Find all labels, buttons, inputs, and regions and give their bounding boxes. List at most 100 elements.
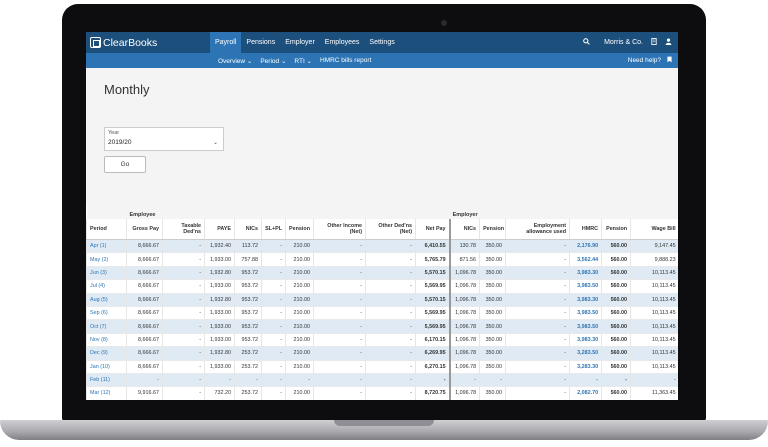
table-cell: - [313, 333, 366, 348]
table-cell: - [505, 386, 570, 400]
table-cell: 210.00 [285, 319, 314, 334]
column-header[interactable]: Employment allowance used [505, 219, 570, 240]
user-icon[interactable] [665, 38, 672, 47]
hmrc-link[interactable]: 3,983.50 [569, 306, 602, 321]
period-link[interactable]: Sep (6) [86, 306, 127, 321]
table-cell: 8,666.67 [126, 252, 163, 267]
table-cell: 560.00 [601, 293, 631, 307]
app-logo[interactable]: ClearBooks [86, 37, 210, 49]
nav-item-pensions[interactable]: Pensions [246, 39, 276, 46]
payroll-table: Employee Employer Period Gross Pay Taxable… [86, 204, 678, 400]
nav-item-employees[interactable]: Employees [324, 39, 360, 46]
column-header[interactable]: Pension [479, 219, 506, 240]
hmrc-link[interactable]: 3,562.44 [569, 252, 602, 267]
column-header[interactable]: NICs [448, 219, 480, 240]
period-link[interactable]: Dec (9) [86, 346, 127, 361]
year-select[interactable]: Year 2019/20 ⌄ [104, 127, 224, 151]
column-header[interactable]: Period [86, 219, 127, 240]
table-cell: 1,096.78 [448, 319, 480, 334]
payroll-table-wrap: Employee Employer Period Gross Pay Taxable… [86, 204, 678, 400]
period-link[interactable]: Jul (4) [86, 279, 127, 294]
camera-dot [441, 20, 447, 26]
table-cell: - [365, 360, 416, 374]
column-header[interactable]: Pension [285, 219, 314, 240]
column-header[interactable]: Other Ded'ns (Net) [365, 219, 416, 240]
table-cell: 871.56 [448, 252, 480, 267]
period-link[interactable]: May (2) [86, 252, 127, 267]
subnav-item[interactable]: RTI ⌄ [294, 57, 312, 65]
hmrc-link[interactable]: 3,983.30 [569, 333, 602, 348]
hmrc-link[interactable]: 3,283.30 [569, 360, 602, 374]
table-row: Mar (12) 9,916.67-732.20 253.72-210.00- -8,… [86, 386, 678, 400]
period-link[interactable]: Feb (11) [86, 373, 127, 388]
nav-item-employer[interactable]: Employer [285, 39, 315, 46]
company-name[interactable]: Morris & Co. [604, 39, 643, 46]
table-cell: - [162, 319, 205, 334]
period-link[interactable]: Jan (10) [86, 360, 127, 374]
table-cell: 8,666.67 [126, 239, 163, 254]
period-link[interactable]: Nov (8) [86, 333, 127, 348]
nav-item-settings[interactable]: Settings [369, 39, 395, 46]
search-icon[interactable] [583, 38, 590, 47]
column-header[interactable]: Taxable Ded'ns [162, 219, 205, 240]
column-header[interactable]: Pension [601, 219, 631, 240]
table-cell: 10,113.45 [630, 319, 678, 334]
hmrc-link[interactable]: 2,082.70 [569, 386, 602, 400]
table-cell: 10,113.45 [630, 293, 678, 307]
table-cell: 8,666.67 [126, 333, 163, 348]
hmrc-link[interactable]: 2,176.90 [569, 239, 602, 254]
table-cell: 253.72 [234, 360, 262, 374]
table-cell: 8,720.75 [414, 386, 450, 400]
bookmark-icon[interactable] [667, 56, 672, 65]
year-form: Year 2019/20 ⌄ Go [104, 127, 678, 173]
table-cell: - [261, 373, 286, 388]
period-link[interactable]: Oct (7) [86, 319, 127, 334]
hmrc-link[interactable]: 3,983.50 [569, 319, 602, 334]
column-header[interactable]: HMRC [569, 219, 602, 240]
table-cell: 253.72 [234, 346, 262, 361]
column-header[interactable]: PAYE [204, 219, 235, 240]
building-icon[interactable] [651, 38, 657, 47]
hmrc-link[interactable]: 3,283.50 [569, 346, 602, 361]
table-cell: 1,932.80 [204, 346, 235, 361]
column-header[interactable]: NICs [234, 219, 262, 240]
table-cell: - [261, 333, 286, 348]
column-header[interactable]: SL+PL [261, 219, 286, 240]
table-cell: - [285, 373, 314, 388]
table-row: Dec (9) 8,666.67-1,932.80 253.72-210.00- -6… [86, 346, 678, 361]
help-link[interactable]: Need help? [627, 57, 661, 64]
go-button[interactable]: Go [104, 156, 146, 173]
table-cell: - [365, 333, 416, 348]
hmrc-link[interactable]: 3,983.30 [569, 266, 602, 281]
column-header-row: Period Gross Pay Taxable Ded'ns PAYE NICs SL+… [86, 219, 678, 240]
table-cell: - [365, 373, 416, 388]
table-cell: - [261, 360, 286, 374]
table-cell: 8,666.67 [126, 306, 163, 321]
column-header[interactable]: Other Income (Net) [313, 219, 366, 240]
table-cell: 5,569.95 [414, 319, 450, 334]
table-cell: 6,170.15 [414, 333, 450, 348]
column-header[interactable]: Net Pay [414, 219, 450, 240]
table-cell: 10,113.45 [630, 333, 678, 348]
period-link[interactable]: Mar (12) [86, 386, 127, 400]
table-cell: - [365, 306, 416, 321]
column-header[interactable]: Gross Pay [126, 219, 163, 240]
table-cell: 350.00 [479, 279, 506, 294]
hmrc-link[interactable]: - [569, 373, 602, 388]
table-row: May (2) 8,666.67-1,933.00 757.88-210.00- -5… [86, 252, 678, 267]
table-cell: - [162, 333, 205, 348]
hmrc-link[interactable]: 3,983.30 [569, 293, 602, 307]
table-cell: - [162, 293, 205, 307]
table-cell: 350.00 [479, 306, 506, 321]
table-cell: 8,666.67 [126, 293, 163, 307]
table-cell: 210.00 [285, 346, 314, 361]
hmrc-link[interactable]: 3,983.50 [569, 279, 602, 294]
subnav-item[interactable]: Overview ⌄ [218, 57, 253, 65]
subnav-item[interactable]: Period ⌄ [260, 57, 287, 65]
subnav-item[interactable]: HMRC bills report [320, 56, 372, 64]
nav-item-payroll[interactable]: Payroll [210, 32, 242, 53]
column-header[interactable]: Wage Bill [630, 219, 678, 240]
period-link[interactable]: Aug (5) [86, 293, 127, 307]
period-link[interactable]: Jun (3) [86, 266, 127, 281]
period-link[interactable]: Apr (1) [86, 239, 127, 254]
